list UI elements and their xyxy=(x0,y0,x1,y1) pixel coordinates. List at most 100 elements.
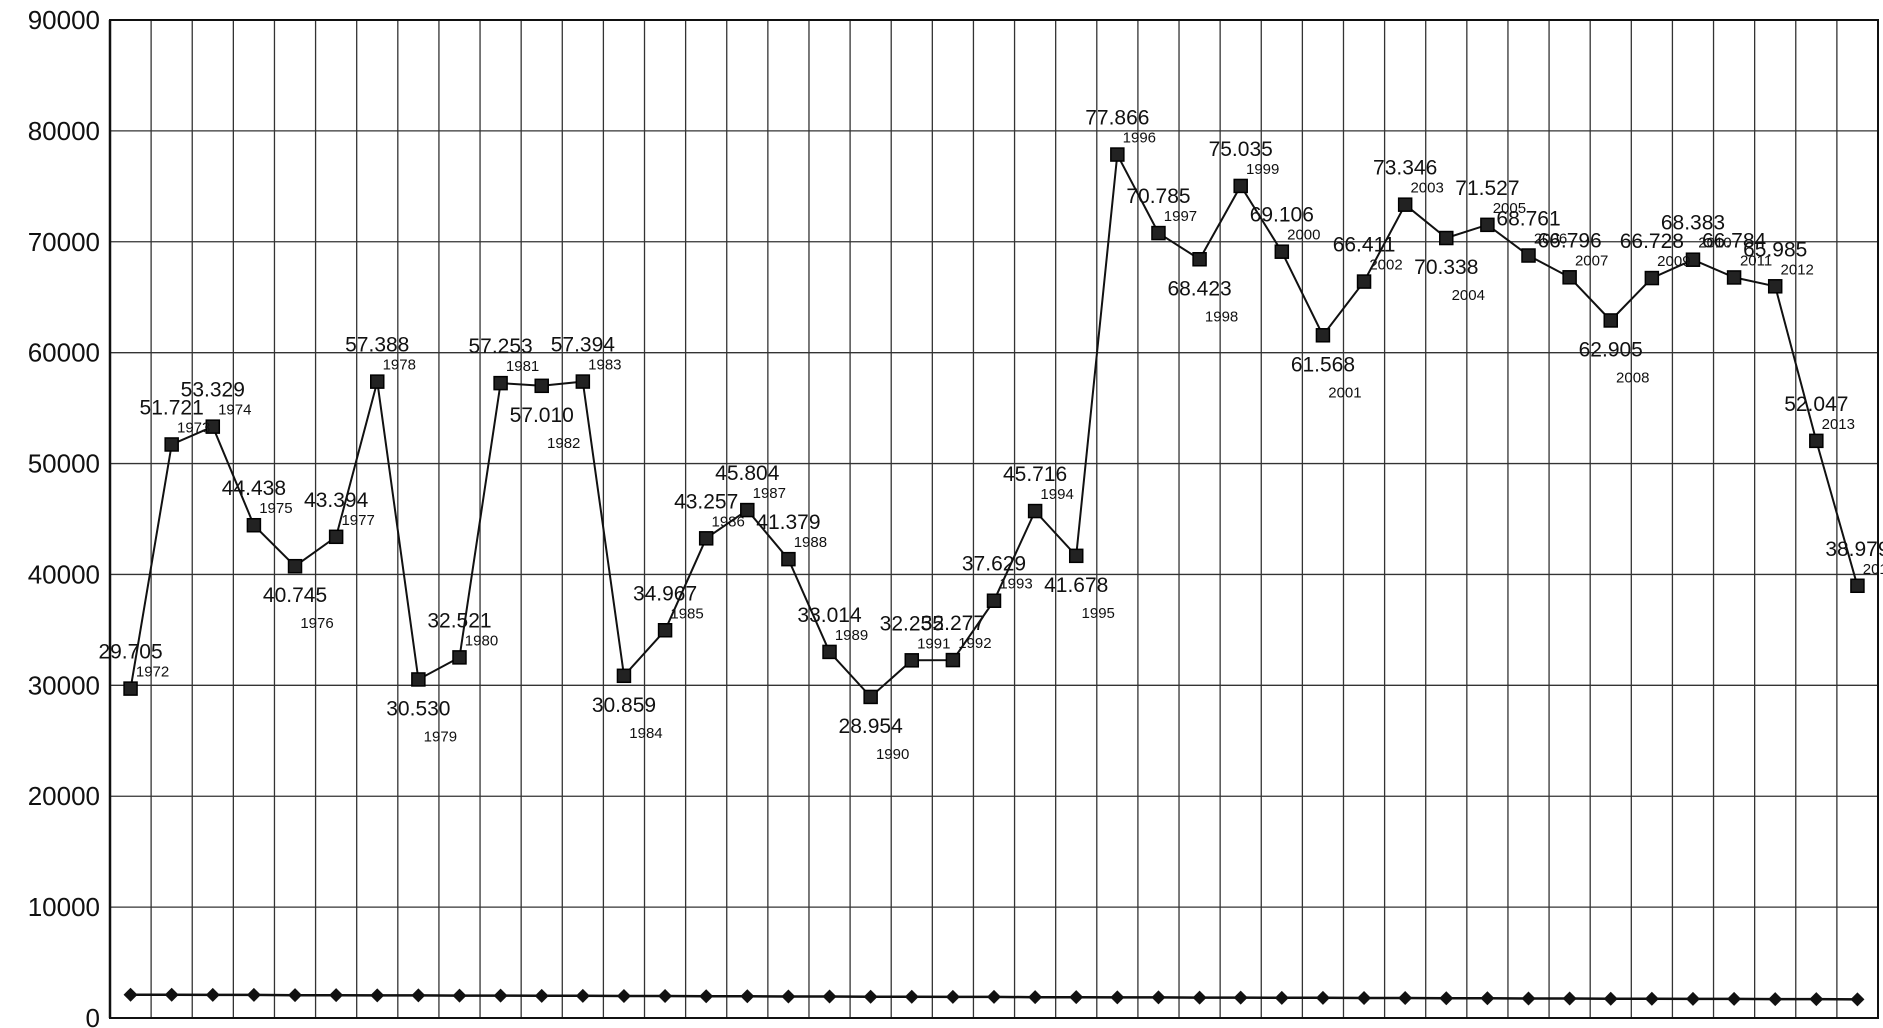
y-tick-label: 0 xyxy=(86,1003,100,1028)
data-point-diamond xyxy=(904,989,919,1004)
data-point-square xyxy=(328,529,344,545)
data-point-square xyxy=(411,672,426,687)
data-year-label: 1974 xyxy=(218,402,251,419)
data-year-label: 1973 xyxy=(177,419,210,436)
data-point-diamond xyxy=(1644,991,1659,1006)
data-value-label: 52.047 xyxy=(1784,393,1848,416)
data-year-label: 2001 xyxy=(1328,384,1361,401)
data-year-label: 1987 xyxy=(753,485,786,502)
data-point-square xyxy=(698,531,714,546)
data-value-label: 57.388 xyxy=(345,334,409,357)
data-value-label: 66.784 xyxy=(1702,229,1767,252)
data-value-label: 71.527 xyxy=(1455,177,1519,200)
data-value-label: 43.394 xyxy=(304,489,369,512)
data-year-label: 1990 xyxy=(876,746,909,763)
data-year-label: 1979 xyxy=(424,728,457,745)
data-point-square xyxy=(616,668,632,684)
data-point-square xyxy=(246,517,262,533)
data-value-label: 43.257 xyxy=(674,490,738,513)
data-point-square xyxy=(452,650,467,665)
data-point-diamond xyxy=(1809,992,1824,1007)
data-point-square xyxy=(1767,279,1783,294)
data-year-label: 2000 xyxy=(1287,227,1320,244)
data-point-square xyxy=(370,374,385,389)
y-tick-label: 70000 xyxy=(28,227,100,257)
data-point-square xyxy=(1027,503,1043,519)
data-year-label: 2003 xyxy=(1410,180,1443,197)
data-point-square xyxy=(123,681,138,696)
data-value-label: 30.859 xyxy=(592,694,656,717)
data-point-square xyxy=(534,378,549,394)
data-point-diamond xyxy=(452,988,467,1003)
data-value-label: 68.423 xyxy=(1167,277,1231,300)
data-point-square xyxy=(1151,225,1166,241)
data-year-label: 1978 xyxy=(383,357,416,374)
data-year-label: 1976 xyxy=(300,615,333,632)
data-point-diamond xyxy=(1151,990,1166,1005)
data-value-label: 45.804 xyxy=(715,462,780,485)
data-point-square xyxy=(575,374,591,389)
data-value-label: 28.954 xyxy=(839,715,904,738)
data-year-label: 2005 xyxy=(1493,200,1526,217)
data-year-label: 1981 xyxy=(506,358,539,375)
y-tick-label: 50000 xyxy=(28,449,100,479)
data-value-label: 45.716 xyxy=(1003,463,1067,486)
data-point-diamond xyxy=(164,987,179,1002)
data-point-diamond xyxy=(1233,990,1248,1005)
data-point-square xyxy=(1110,147,1125,162)
data-value-label: 70.785 xyxy=(1126,185,1190,208)
data-value-label: 57.253 xyxy=(468,335,532,358)
data-year-label: 1980 xyxy=(465,632,498,649)
data-point-diamond xyxy=(1768,992,1783,1007)
data-point-square xyxy=(740,502,755,518)
data-point-diamond xyxy=(1562,991,1577,1006)
data-year-label: 1999 xyxy=(1246,161,1279,178)
data-value-label: 41.379 xyxy=(756,511,820,534)
data-year-label: 2004 xyxy=(1452,287,1485,304)
data-point-square xyxy=(1480,217,1495,233)
data-value-label: 70.338 xyxy=(1414,256,1478,279)
data-point-diamond xyxy=(1398,991,1413,1006)
data-value-label: 66.411 xyxy=(1333,234,1396,257)
data-value-label: 29.705 xyxy=(98,641,162,664)
y-tick-label: 20000 xyxy=(28,781,100,811)
y-axis-ticks: 0 10000 20000 30000 40000 50000 60000 70000 8000… xyxy=(28,5,100,1028)
data-year-label: 2010 xyxy=(1698,235,1731,252)
data-point-diamond xyxy=(123,987,138,1002)
data-value-label: 33.014 xyxy=(797,604,862,627)
data-point-square xyxy=(205,419,221,434)
data-value-label: 61.568 xyxy=(1291,353,1355,376)
data-year-label: 2009 xyxy=(1657,253,1690,270)
data-point-diamond xyxy=(493,988,508,1003)
data-value-label: 30.530 xyxy=(386,697,450,720)
data-point-diamond xyxy=(1685,991,1700,1006)
data-point-square xyxy=(1233,178,1248,194)
data-point-square xyxy=(1521,248,1536,263)
data-point-diamond xyxy=(1850,992,1865,1007)
data-point-square xyxy=(986,593,1002,608)
data-point-square xyxy=(1068,548,1084,564)
data-year-label: 1986 xyxy=(711,513,744,530)
data-point-diamond xyxy=(1274,990,1289,1005)
data-point-square xyxy=(1562,270,1577,285)
data-point-diamond xyxy=(534,988,549,1003)
data-value-label: 62.905 xyxy=(1579,338,1643,361)
data-point-square xyxy=(822,644,837,660)
data-value-label: 32.521 xyxy=(427,609,491,632)
data-year-label: 1985 xyxy=(670,605,703,622)
data-value-label: 57.394 xyxy=(551,334,616,357)
data-year-label: 2011 xyxy=(1740,252,1772,269)
data-value-label: 34.967 xyxy=(633,582,697,605)
data-year-label: 1993 xyxy=(999,576,1032,593)
plot-area-border xyxy=(109,19,1879,1019)
data-value-label: 53.329 xyxy=(181,379,245,402)
y-tick-label: 40000 xyxy=(28,559,100,589)
data-point-square xyxy=(1644,270,1660,286)
data-year-label: 2002 xyxy=(1369,257,1402,274)
data-year-label: 1988 xyxy=(794,534,827,551)
data-value-label: 66.796 xyxy=(1538,229,1602,252)
data-point-square xyxy=(1685,252,1701,267)
data-point-square xyxy=(287,558,303,574)
data-point-square xyxy=(1315,328,1331,343)
